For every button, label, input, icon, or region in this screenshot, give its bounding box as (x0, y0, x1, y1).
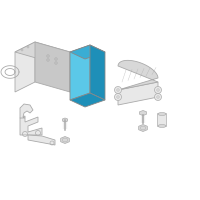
Circle shape (114, 94, 122, 100)
Polygon shape (20, 116, 42, 135)
Polygon shape (140, 110, 146, 116)
Circle shape (154, 94, 162, 100)
Polygon shape (118, 60, 158, 90)
Polygon shape (15, 42, 70, 62)
Polygon shape (15, 42, 35, 92)
Polygon shape (62, 118, 68, 122)
Polygon shape (35, 42, 70, 92)
Polygon shape (70, 45, 105, 59)
Polygon shape (28, 135, 55, 145)
Polygon shape (139, 124, 147, 132)
Circle shape (114, 86, 122, 94)
FancyBboxPatch shape (158, 114, 166, 127)
Circle shape (154, 86, 162, 94)
Polygon shape (61, 136, 69, 144)
Ellipse shape (158, 124, 166, 128)
Ellipse shape (158, 112, 166, 116)
Polygon shape (118, 82, 158, 105)
Polygon shape (90, 45, 105, 100)
Polygon shape (70, 45, 90, 100)
Polygon shape (70, 93, 105, 107)
Polygon shape (20, 104, 33, 118)
